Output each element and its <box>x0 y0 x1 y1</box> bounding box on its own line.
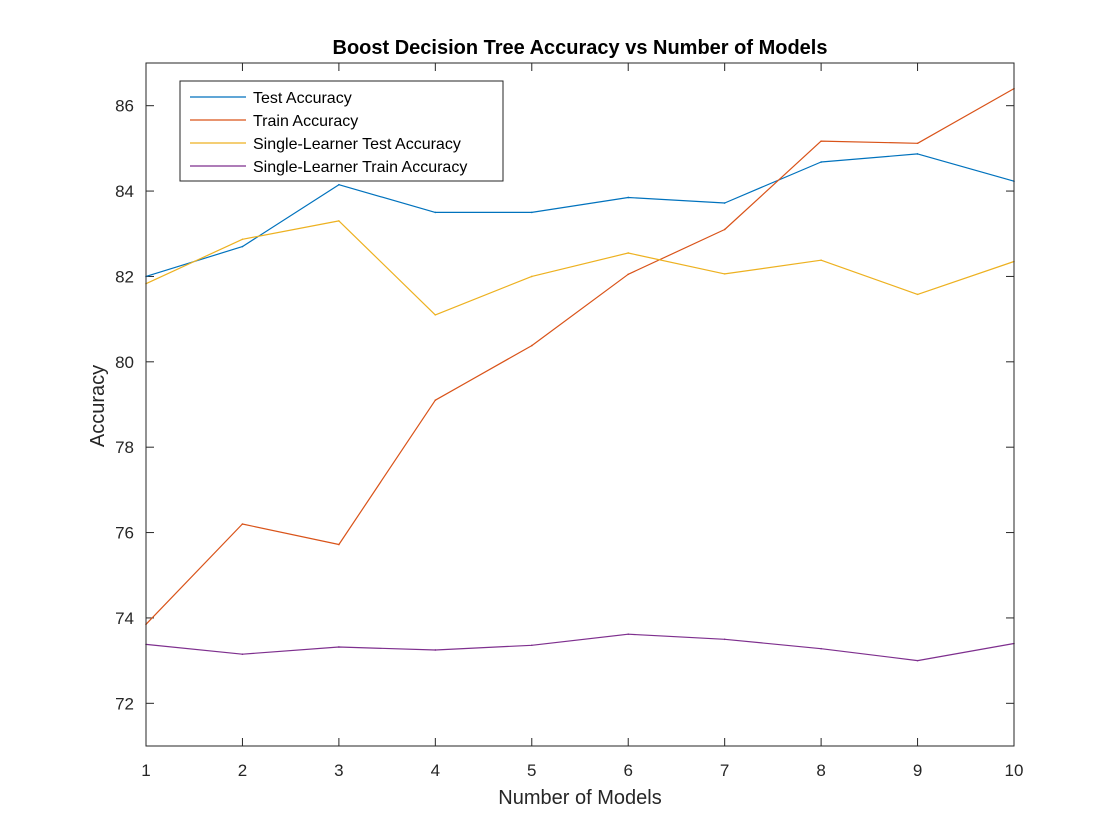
data-point-single-learner-test-accuracy <box>530 275 533 278</box>
x-tick-label: 6 <box>623 761 632 780</box>
x-tick-label: 9 <box>913 761 922 780</box>
data-point-single-learner-test-accuracy <box>338 220 340 222</box>
data-point-train-accuracy <box>241 523 244 525</box>
data-point-single-learner-train-accuracy <box>916 659 919 662</box>
data-point-test-accuracy <box>338 183 340 186</box>
data-point-single-learner-train-accuracy <box>241 653 244 656</box>
data-point-train-accuracy <box>723 228 726 231</box>
data-point-single-learner-test-accuracy <box>627 252 630 254</box>
data-point-test-accuracy <box>627 196 630 199</box>
y-tick-label: 80 <box>115 353 134 372</box>
data-point-single-learner-test-accuracy <box>916 293 919 296</box>
x-axis-label: Number of Models <box>498 787 661 809</box>
y-tick-label: 78 <box>115 438 134 457</box>
x-tick-label: 4 <box>431 761 440 780</box>
legend-label: Test Accuracy <box>253 90 352 107</box>
series-line-train-accuracy <box>145 88 1015 625</box>
legend: Test Accuracy Train Accuracy Single-Learne… <box>179 80 504 182</box>
data-point-test-accuracy <box>434 211 437 214</box>
legend-label: Single-Learner Train Accuracy <box>253 159 467 176</box>
data-point-test-accuracy <box>916 153 919 155</box>
x-tick-label: 7 <box>720 761 729 780</box>
x-tick-label: 8 <box>816 761 825 780</box>
data-point-single-learner-test-accuracy <box>241 238 244 241</box>
y-tick-label: 84 <box>115 182 134 201</box>
data-point-single-learner-test-accuracy <box>820 259 822 262</box>
y-tick-label: 82 <box>115 267 134 286</box>
x-tick-label: 2 <box>238 761 247 780</box>
data-point-single-learner-train-accuracy <box>820 647 822 650</box>
chart-title: Boost Decision Tree Accuracy vs Number o… <box>333 37 828 59</box>
data-point-test-accuracy <box>723 202 726 204</box>
x-axis-ticks: 1 2 3 4 5 6 7 8 9 10 <box>141 63 1023 780</box>
data-point-test-accuracy <box>820 161 822 163</box>
data-point-single-learner-train-accuracy <box>530 644 533 647</box>
series-line-single-learner-train-accuracy <box>145 633 1015 662</box>
data-point-single-learner-train-accuracy <box>434 649 437 651</box>
data-point-train-accuracy <box>820 140 822 142</box>
y-tick-label: 76 <box>115 524 134 543</box>
data-point-train-accuracy <box>916 142 919 145</box>
y-tick-label: 72 <box>115 694 134 713</box>
y-tick-label: 86 <box>115 97 134 116</box>
data-point-single-learner-test-accuracy <box>434 314 437 316</box>
data-point-test-accuracy <box>530 211 533 214</box>
legend-label: Train Accuracy <box>253 113 358 130</box>
x-tick-label: 10 <box>1005 761 1024 780</box>
data-point-train-accuracy <box>434 399 437 402</box>
legend-label: Single-Learner Test Accuracy <box>253 136 461 153</box>
data-point-train-accuracy <box>338 543 340 546</box>
series-lines <box>145 87 1015 662</box>
data-point-single-learner-train-accuracy <box>627 633 630 635</box>
data-point-test-accuracy <box>241 245 244 248</box>
data-point-train-accuracy <box>530 344 533 347</box>
data-point-single-learner-train-accuracy <box>338 646 340 648</box>
series-line-test-accuracy <box>145 153 1015 277</box>
x-tick-label: 5 <box>527 761 536 780</box>
series-line-single-learner-test-accuracy <box>145 220 1015 316</box>
y-axis-ticks: 72 74 76 78 80 82 84 86 <box>115 97 1014 713</box>
x-tick-label: 1 <box>141 761 150 780</box>
data-point-train-accuracy <box>627 273 630 276</box>
legend-box <box>179 80 504 182</box>
x-tick-label: 3 <box>334 761 343 780</box>
axes-box <box>145 62 1015 747</box>
data-point-single-learner-train-accuracy <box>723 638 726 641</box>
data-point-single-learner-test-accuracy <box>723 273 726 275</box>
y-tick-label: 74 <box>115 609 134 628</box>
y-axis-label: Accuracy <box>87 365 109 447</box>
